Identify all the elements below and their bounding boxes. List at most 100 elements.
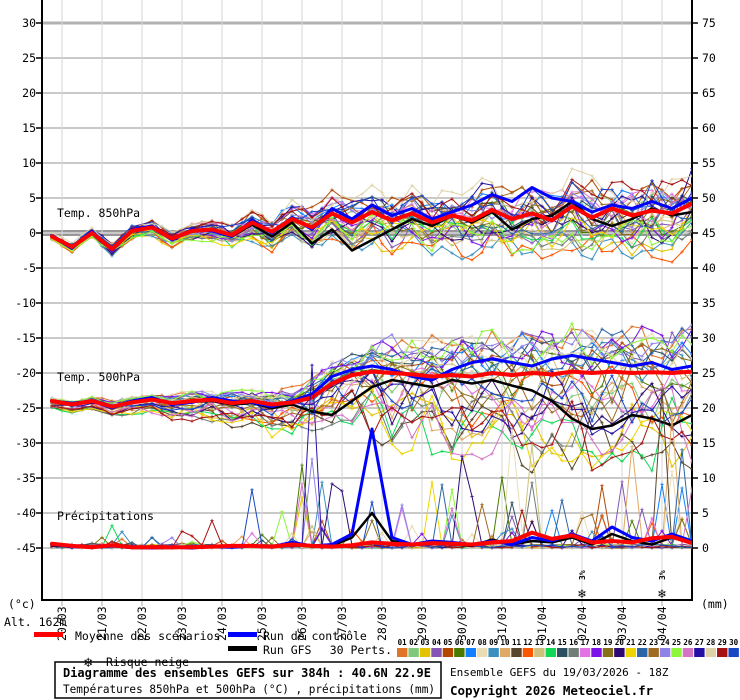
copyright-label: Copyright 2026 Meteociel.fr [450,683,654,698]
mean-line-t850 [50,201,692,252]
pert-number-label: 03 [421,638,431,647]
pert-color-swatch [488,648,499,657]
pert-number-label: 20 [615,638,625,647]
pert-number-label: 01 [398,638,408,647]
pert-number-label: 29 [718,638,728,647]
right-tick-label: 0 [702,541,709,555]
x-date-label: 26/03 [295,606,309,641]
right-tick-label: 30 [702,331,716,345]
pert-number-label: 16 [569,638,579,647]
control-line-swatch [228,632,257,637]
pert-color-swatch [648,648,659,657]
run-info-label: Ensemble GEFS du 19/03/2026 - 18Z [450,666,669,679]
pert-number-label: 08 [478,638,488,647]
footer-info-box [54,661,442,699]
pert-number-label: 17 [581,638,590,647]
pert-number-label: 25 [672,638,681,647]
pert-number-label: 30 [729,638,739,647]
x-date-label: 30/03 [455,606,469,641]
mean-line-precip [50,530,692,550]
snowflake-icon: ❄ [657,587,666,602]
x-date-label: 31/03 [495,606,509,641]
right-tick-label: 60 [702,121,716,135]
pert-number-label: 23 [649,638,659,647]
mean-line-t500 [50,369,692,409]
pert-color-swatch [477,648,488,657]
pert-color-swatch [454,648,465,657]
left-tick-label: 25 [22,51,36,65]
right-axis-unit-label: (mm) [701,597,729,611]
mean-legend-label: Moyenne des scénarios [75,629,220,643]
pert-number-label: 15 [558,638,567,647]
left-tick-label: 30 [22,16,36,30]
pert-number-label: 18 [592,638,602,647]
gfs-legend-label: Run GFS [263,643,312,657]
x-date-label: 22/03 [135,606,149,641]
snowflake-icon: ❄ [577,587,586,602]
pert-number-label: 11 [512,638,522,647]
left-tick-label: -45 [15,541,36,555]
pert-number-label: 14 [546,638,556,647]
left-tick-label: -25 [15,401,36,415]
section-label-500hpa: Temp. 500hPa [57,370,140,384]
pert-number-label: 07 [466,638,475,647]
pert-number-label: 26 [683,638,693,647]
left-tick-label: -5 [22,261,36,275]
pert-color-swatch [499,648,511,657]
pert-color-swatch [694,648,705,657]
pert-number-label: 09 [489,638,499,647]
control-line-precip [50,427,692,550]
left-tick-label: -40 [15,506,36,520]
left-tick-label: 15 [22,121,36,135]
right-tick-label: 15 [702,436,716,450]
pert-color-swatch [705,648,717,657]
pert-color-swatch [568,648,579,657]
x-date-label: 24/03 [215,606,229,641]
x-date-label: 23/03 [175,606,189,641]
member-markers-precip-11 [50,388,692,550]
diagram-title: Diagramme des ensembles GEFS sur 384h : … [63,666,431,680]
pert-color-swatch [442,648,454,657]
left-tick-label: -30 [15,436,36,450]
member-markers-precip-22 [50,448,692,550]
control-legend-label: Run de contrôle [263,629,367,643]
x-date-label: 27/03 [335,606,349,641]
pert-color-swatch [408,648,419,657]
perturbations-legend-label: 30 Perts. [330,643,392,657]
x-date-label: 28/03 [375,606,389,641]
diagram-subtitle: Températures 850hPa et 500hPa (°C) , pré… [63,682,435,696]
plot-curves [50,166,692,550]
pert-number-label: 19 [603,638,613,647]
left-tick-label: -35 [15,471,36,485]
pert-color-swatch [534,648,545,657]
snow-probability-label: 3% [578,570,587,580]
pert-color-swatch [545,648,556,657]
left-tick-label: -10 [15,296,36,310]
section-label-850hpa: Temp. 850hPa [57,206,140,220]
pert-color-swatch [557,648,568,657]
right-tick-label: 10 [702,471,716,485]
left-tick-label: -20 [15,366,36,380]
pert-color-swatch [625,648,636,657]
x-date-label: 25/03 [255,606,269,641]
section-label-precip: Précipitations [57,509,154,523]
left-axis-unit-label: (°c) [8,597,36,611]
pert-number-label: 12 [523,638,532,647]
snowflake-icon: ❄ [84,655,93,671]
left-tick-label: 20 [22,86,36,100]
x-date-label: 03/04 [615,606,629,641]
pert-number-label: 21 [626,638,636,647]
right-tick-label: 75 [702,16,716,30]
pert-number-label: 28 [706,638,716,647]
pert-color-swatch [591,648,602,657]
right-tick-label: 55 [702,156,716,170]
left-tick-label: 0 [29,226,36,240]
x-date-label: 02/04 [575,606,589,641]
pert-color-swatch [659,648,671,657]
pert-color-swatch [637,648,648,657]
pert-color-swatch [431,648,442,657]
pert-number-label: 02 [409,638,418,647]
right-tick-label: 45 [702,226,716,240]
pert-color-swatch [511,648,522,657]
